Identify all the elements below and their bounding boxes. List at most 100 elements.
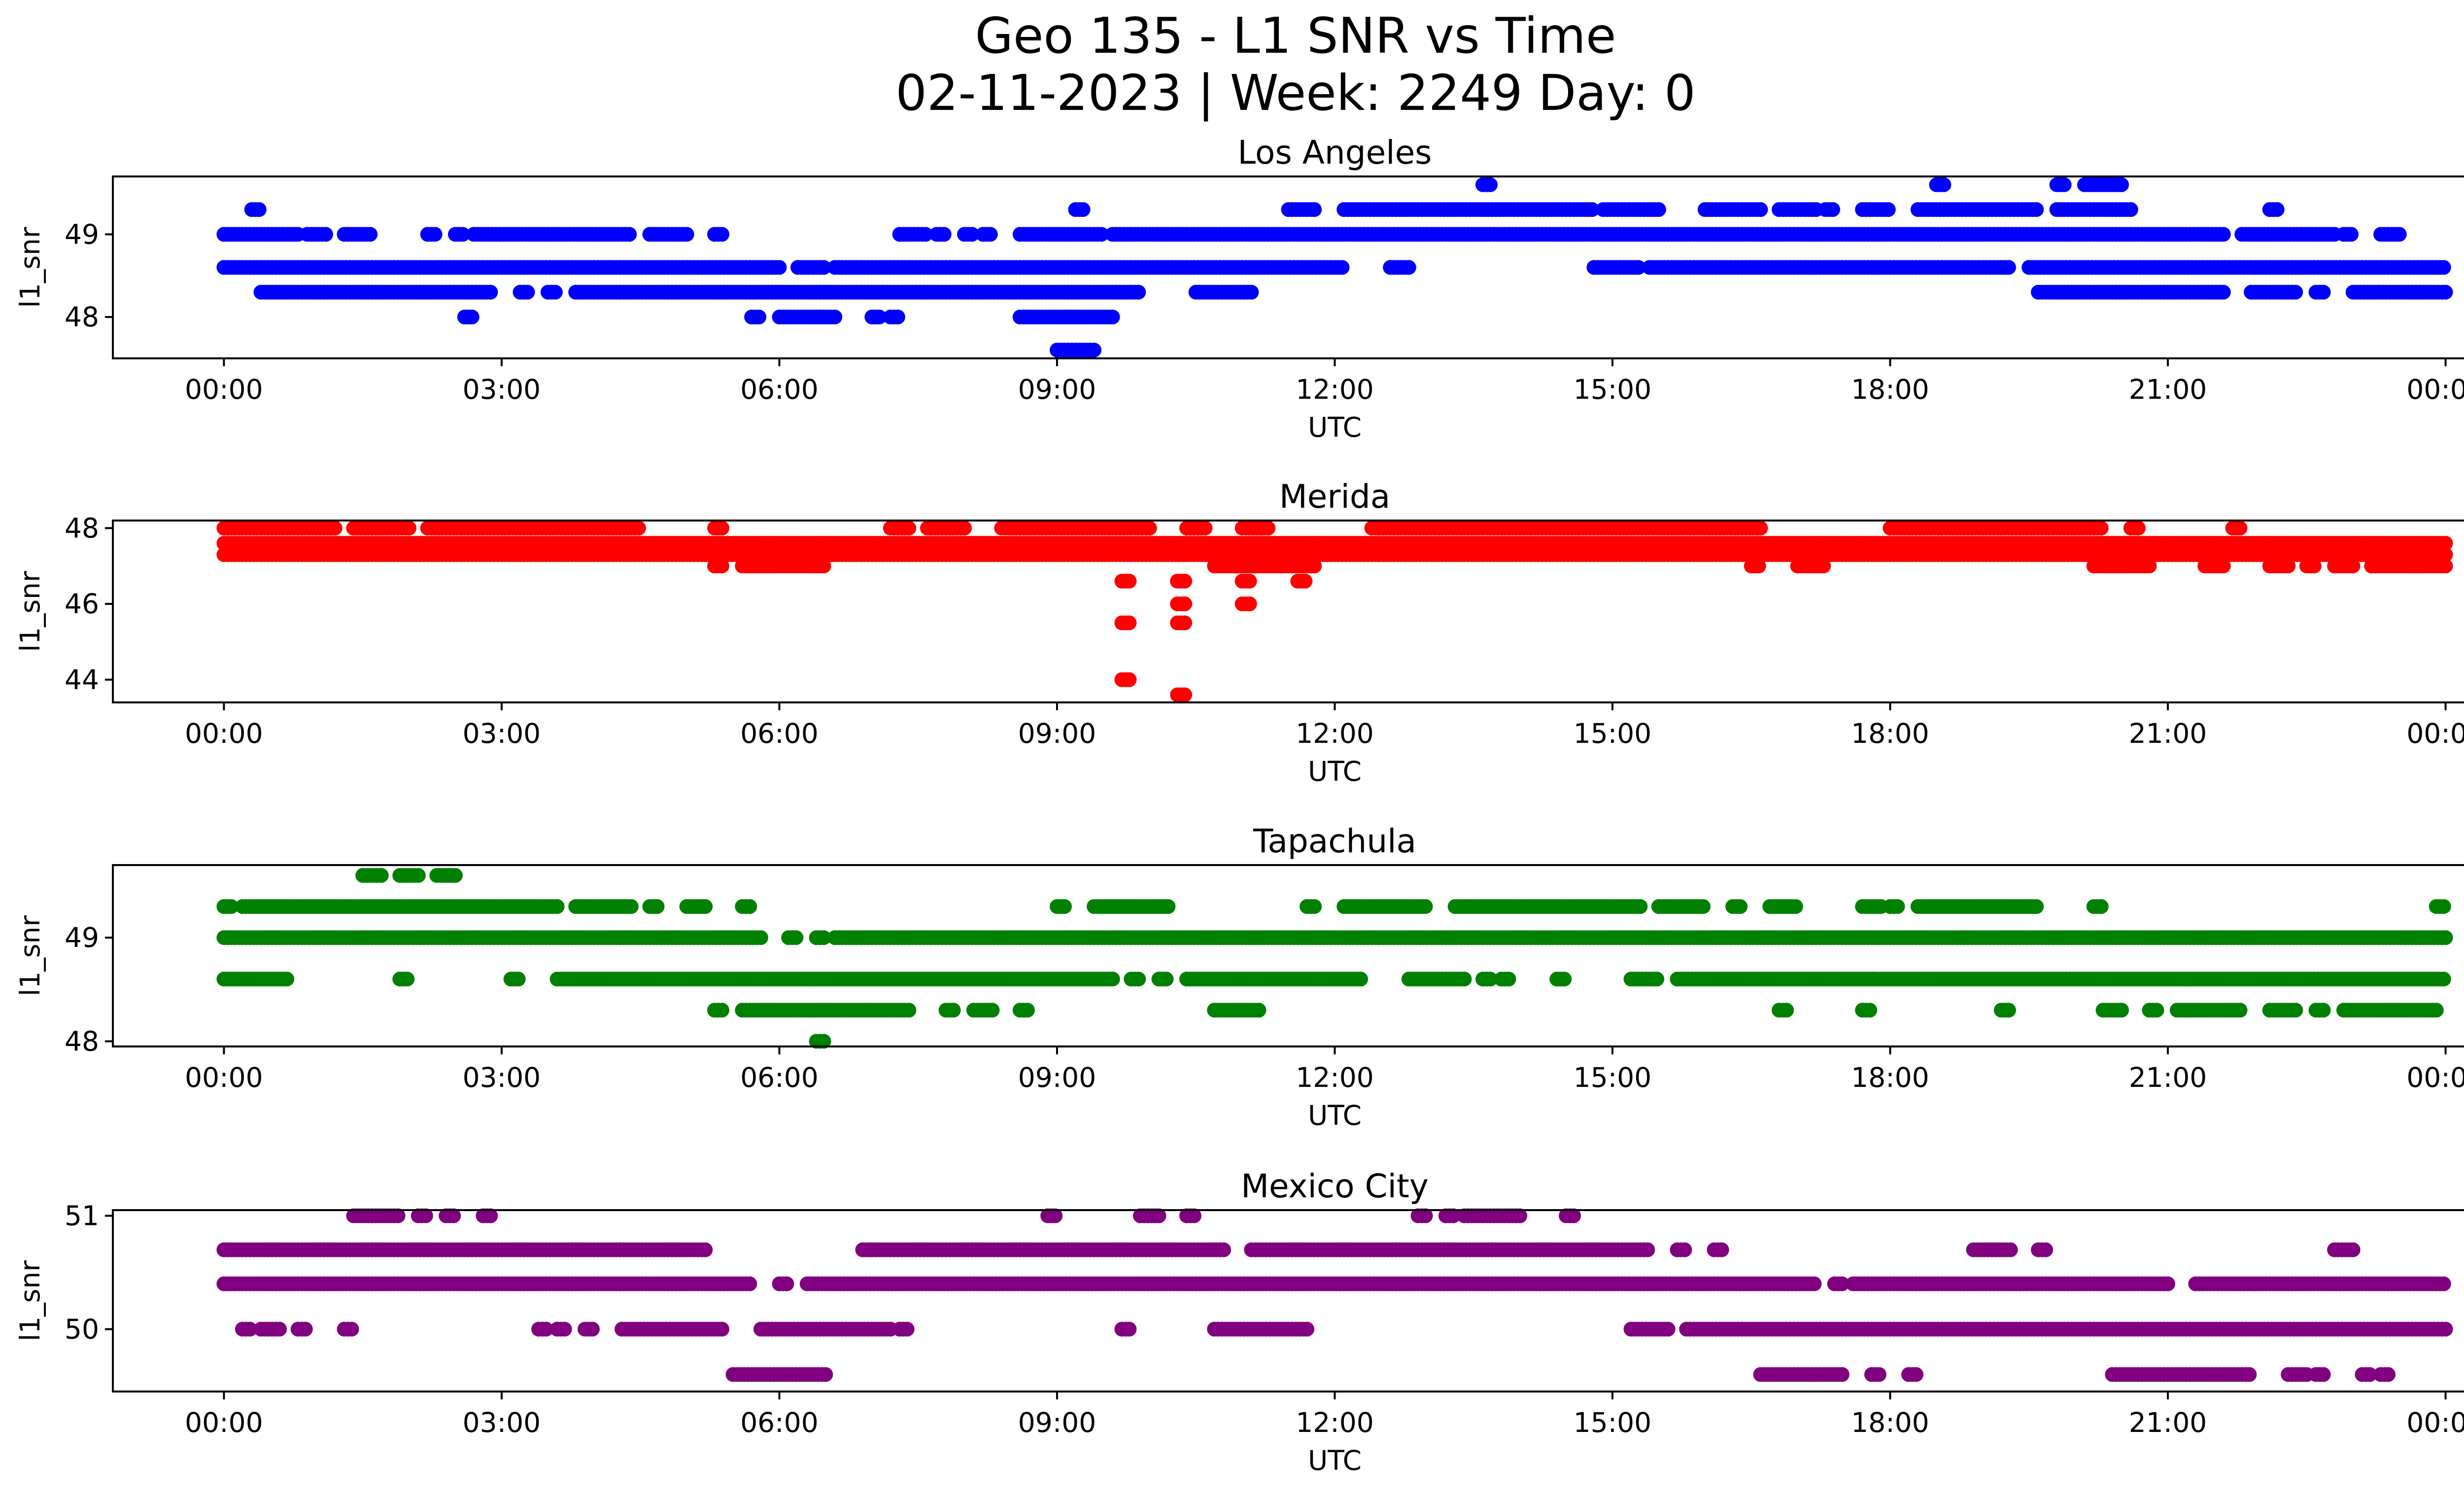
subplot-title: Merida xyxy=(1279,478,1390,516)
data-point xyxy=(622,227,637,242)
x-tick-label: 18:00 xyxy=(1851,1062,1929,1093)
data-point xyxy=(1177,574,1192,589)
data-point xyxy=(1159,972,1174,986)
x-tick-label: 09:00 xyxy=(1018,1062,1096,1093)
data-point xyxy=(520,285,535,300)
plot-frame xyxy=(113,865,2464,1046)
data-point xyxy=(1890,899,1905,914)
x-tick-label: 15:00 xyxy=(1574,1062,1652,1093)
data-point xyxy=(1261,521,1275,535)
data-point xyxy=(2114,1003,2129,1017)
data-point xyxy=(1696,899,1711,914)
y-axis-label: l1_snr xyxy=(14,227,46,308)
data-point xyxy=(1418,899,1433,914)
data-point xyxy=(2029,899,2044,914)
data-point xyxy=(428,227,443,242)
x-tick-label: 09:00 xyxy=(1018,718,1096,749)
x-tick-label: 18:00 xyxy=(1851,374,1929,405)
data-point xyxy=(374,868,389,883)
data-point xyxy=(901,1003,916,1017)
x-tick-label: 09:00 xyxy=(1018,374,1096,405)
data-point xyxy=(1242,574,1257,589)
data-point xyxy=(2436,899,2451,914)
data-point xyxy=(1131,285,1146,300)
data-point xyxy=(1307,202,1322,217)
data-point xyxy=(1353,972,1368,986)
data-point xyxy=(1751,558,1766,573)
data-point xyxy=(698,899,713,914)
y-tick-label: 48 xyxy=(65,512,99,544)
x-tick-label: 12:00 xyxy=(1296,1062,1374,1093)
x-tick-label: 00:00 xyxy=(2406,1062,2464,1093)
x-tick-label: 00:00 xyxy=(2406,718,2464,749)
data-point xyxy=(1142,521,1157,535)
data-point xyxy=(2438,558,2453,573)
data-point xyxy=(2094,521,2109,535)
data-point xyxy=(2438,930,2453,945)
data-point xyxy=(1307,558,1322,573)
data-point xyxy=(2216,227,2231,242)
x-tick-label: 00:00 xyxy=(185,374,263,405)
data-point xyxy=(753,930,768,945)
data-point xyxy=(1122,574,1137,589)
y-tick-label: 49 xyxy=(65,922,99,953)
y-tick-label: 44 xyxy=(65,664,99,696)
data-point xyxy=(1057,899,1072,914)
data-point xyxy=(2114,177,2129,192)
data-point xyxy=(2216,285,2231,300)
data-point xyxy=(252,202,267,217)
y-tick-label: 49 xyxy=(65,218,99,250)
data-point xyxy=(2001,260,2016,275)
x-tick-label: 03:00 xyxy=(463,1062,541,1093)
data-point xyxy=(2233,521,2248,535)
series-points xyxy=(216,868,2453,1049)
subplot-title: Tapachula xyxy=(1253,822,1416,860)
data-point xyxy=(1198,521,1213,535)
x-axis-label: UTC xyxy=(1308,1100,1362,1131)
chart-title-line-2: 02-11-2023 | Week: 2249 Day: 0 xyxy=(895,64,1695,122)
x-tick-label: 03:00 xyxy=(463,374,541,405)
data-point xyxy=(2233,1003,2248,1017)
data-point xyxy=(318,227,333,242)
data-point xyxy=(1177,688,1192,702)
x-tick-label: 21:00 xyxy=(2129,1062,2207,1093)
series-points xyxy=(216,1209,2453,1382)
data-point xyxy=(2094,899,2109,914)
data-point xyxy=(2346,558,2361,573)
data-point xyxy=(1825,202,1840,217)
data-point xyxy=(901,521,916,535)
data-point xyxy=(1402,260,1416,275)
data-point xyxy=(2123,202,2138,217)
data-point xyxy=(1177,596,1192,611)
data-point xyxy=(1779,1003,1794,1017)
x-tick-label: 12:00 xyxy=(1296,374,1374,405)
data-point xyxy=(1502,972,1516,986)
data-point xyxy=(1076,202,1091,217)
subplot-title: Los Angeles xyxy=(1237,134,1432,172)
data-point xyxy=(1649,972,1664,986)
data-point xyxy=(2429,1003,2444,1017)
series-points xyxy=(216,177,2453,357)
data-point xyxy=(1242,596,1257,611)
data-point xyxy=(631,521,646,535)
data-point xyxy=(957,521,972,535)
data-point xyxy=(2316,1003,2331,1017)
x-tick-label: 12:00 xyxy=(1296,718,1374,749)
data-point xyxy=(772,260,787,275)
data-point xyxy=(2288,285,2303,300)
data-point xyxy=(1335,260,1350,275)
data-point xyxy=(624,899,639,914)
data-point xyxy=(1161,899,1175,914)
data-point xyxy=(400,972,414,986)
data-point xyxy=(1105,310,1120,324)
data-point xyxy=(2270,202,2285,217)
data-point xyxy=(1881,202,1896,217)
y-tick-label: 46 xyxy=(65,588,99,620)
data-point xyxy=(448,868,463,883)
x-tick-label: 15:00 xyxy=(1574,374,1652,405)
data-point xyxy=(2131,521,2146,535)
data-point xyxy=(946,1003,961,1017)
data-point xyxy=(483,285,498,300)
